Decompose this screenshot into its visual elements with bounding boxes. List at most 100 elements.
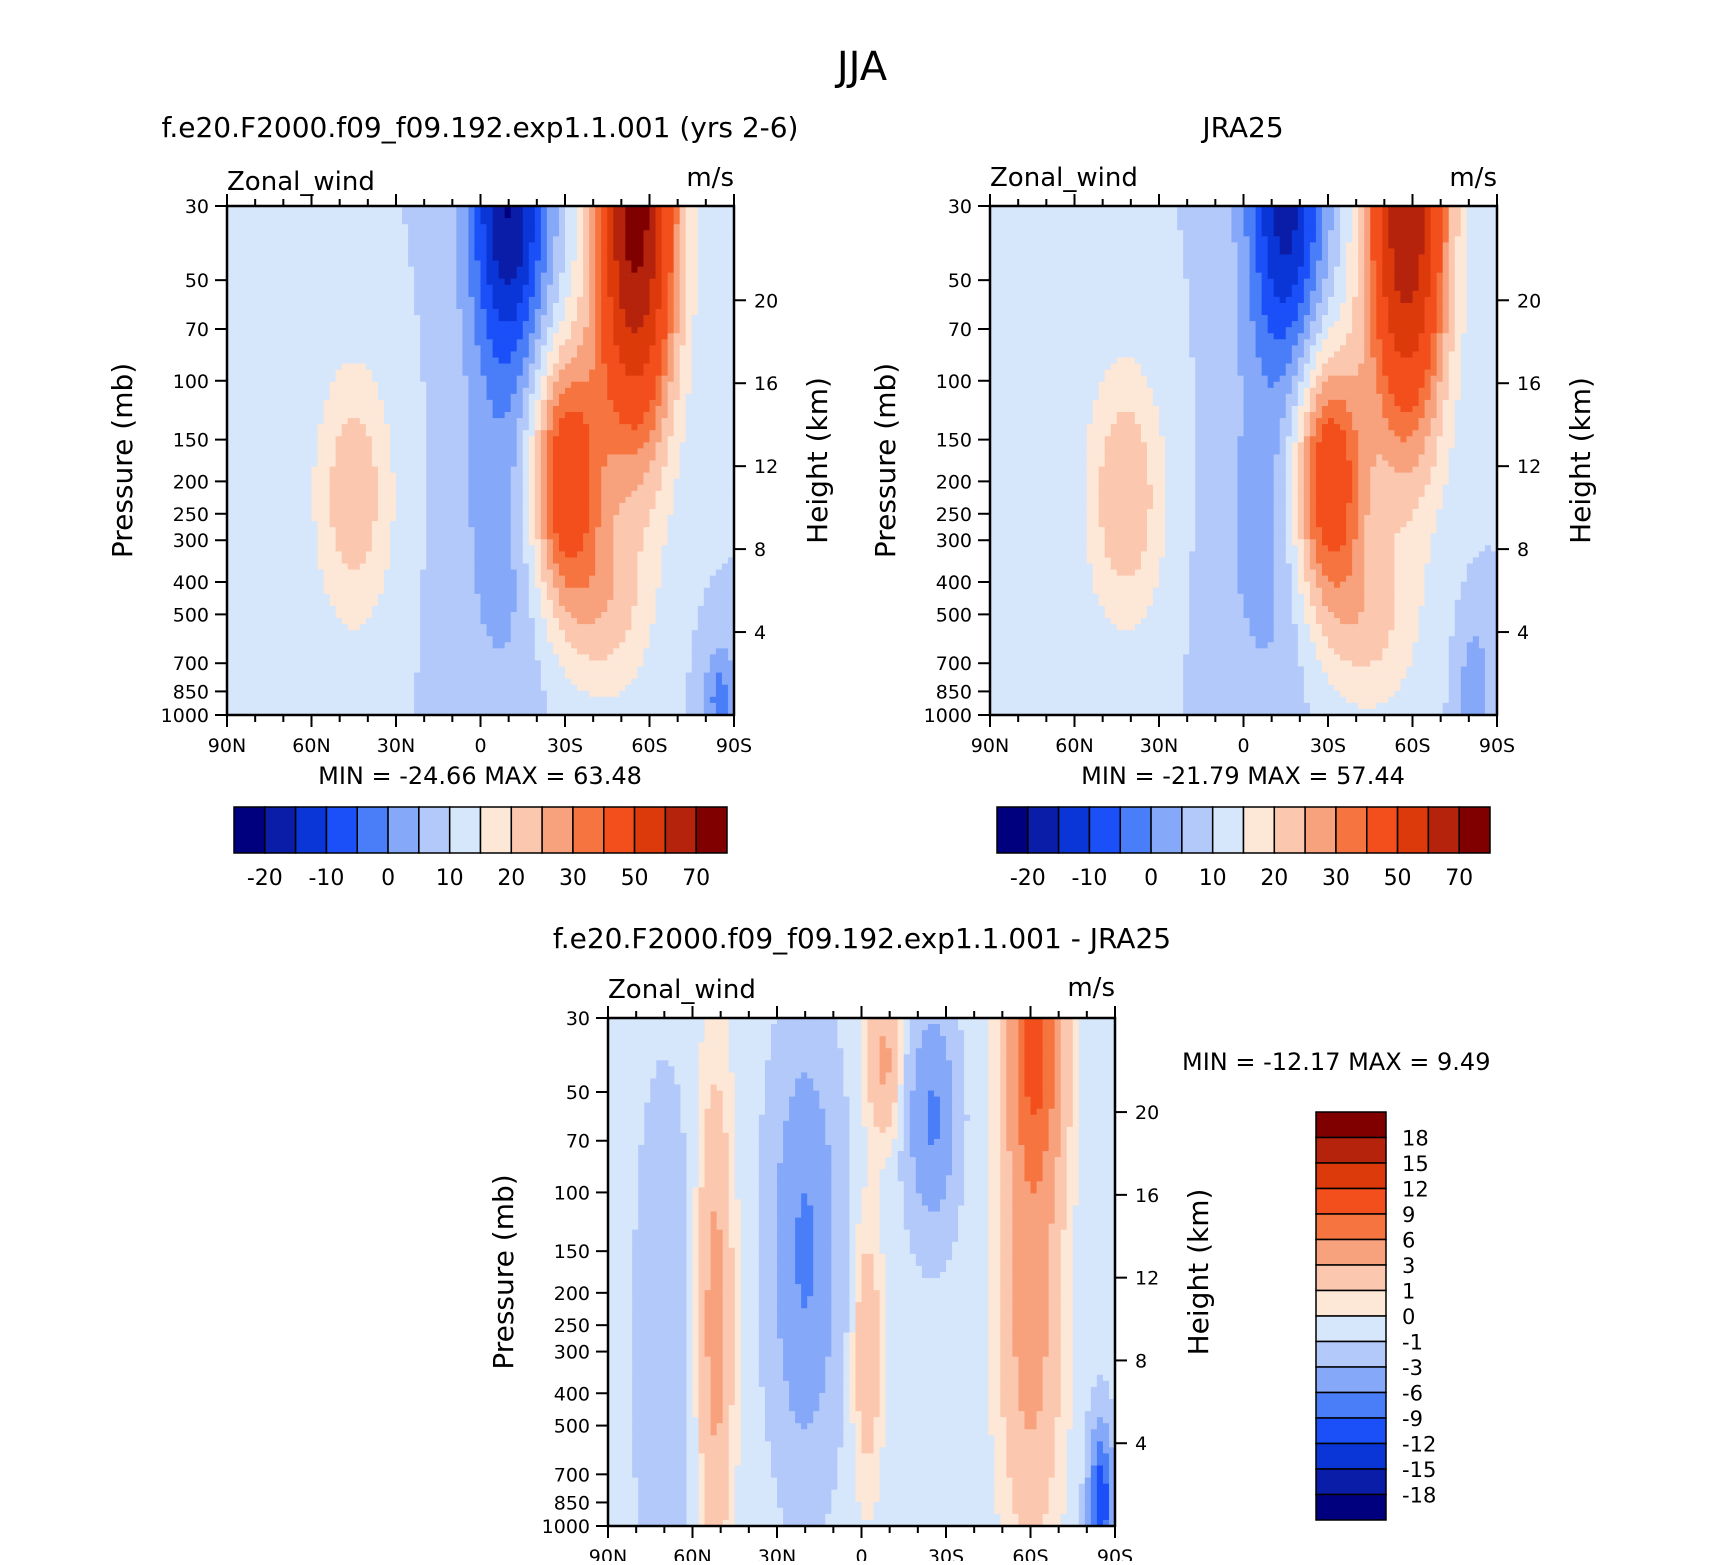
field-cell [239, 254, 246, 262]
field-cell [643, 290, 651, 298]
field-cell [233, 490, 240, 498]
field-cell [516, 436, 524, 443]
field-cell [287, 212, 294, 219]
field-cell [685, 466, 693, 474]
field-cell [347, 309, 355, 316]
field-cell [649, 460, 657, 468]
field-cell [486, 472, 494, 480]
field-cell [468, 557, 476, 565]
field-cell [510, 278, 518, 286]
field-cell [631, 460, 639, 468]
field-cell [456, 290, 463, 298]
field-cell [383, 212, 391, 219]
field-cell [540, 508, 548, 516]
field-cell [577, 266, 584, 274]
field-cell [613, 527, 620, 534]
field-cell [492, 381, 500, 389]
field-cell [245, 527, 252, 534]
field-cell [389, 412, 397, 419]
field-cell [389, 551, 397, 559]
field-cell [649, 533, 657, 540]
field-cell [619, 357, 626, 365]
field-cell [492, 533, 500, 540]
field-cell [703, 496, 711, 504]
field-cell [637, 315, 645, 322]
field-cell [233, 466, 240, 474]
field-cell [275, 436, 282, 443]
field-cell [474, 539, 482, 546]
field-cell [703, 315, 711, 322]
field-cell [402, 557, 409, 565]
field-cell [516, 278, 524, 286]
field-cell [263, 309, 270, 316]
field-cell [426, 345, 433, 353]
field-cell [438, 315, 445, 322]
field-cell [474, 302, 482, 310]
field-cell [233, 333, 240, 340]
field-cell [565, 448, 572, 456]
field-cell [383, 551, 391, 559]
field-cell [558, 333, 566, 340]
field-cell [492, 412, 500, 419]
field-cell [329, 533, 337, 540]
field-cell [540, 551, 548, 559]
field-cell [721, 502, 729, 510]
field-cell [371, 557, 379, 565]
field-cell [721, 272, 729, 280]
field-cell [257, 399, 264, 407]
field-cell [456, 533, 463, 540]
field-cell [721, 236, 729, 243]
field-cell [685, 230, 693, 237]
field-cell [552, 424, 560, 431]
field-cell [239, 236, 246, 243]
field-cell [721, 472, 729, 480]
field-cell [396, 418, 403, 425]
field-cell [546, 339, 554, 346]
field-cell [468, 260, 476, 268]
field-cell [317, 302, 325, 310]
field-cell [565, 278, 572, 286]
field-cell [649, 218, 657, 225]
field-cell [667, 387, 675, 395]
field-cell [371, 315, 379, 322]
field-cell [546, 278, 554, 286]
field-cell [510, 212, 518, 219]
field-cell [257, 236, 264, 243]
field-cell [516, 557, 524, 565]
field-cell [516, 284, 524, 292]
field-cell [281, 424, 288, 431]
field-cell [365, 563, 373, 571]
panel-model: f.e20.F2000.f09_f09.192.exp1.1.001 (yrs … [106, 111, 834, 891]
field-cell [474, 490, 482, 498]
field-cell [679, 230, 687, 237]
field-cell [311, 315, 319, 322]
field-cell [275, 375, 282, 383]
field-cell [643, 393, 651, 401]
field-cell [703, 508, 711, 516]
field-cell [546, 212, 554, 219]
field-cell [480, 266, 488, 274]
field-cell [619, 284, 626, 292]
field-cell [619, 248, 626, 256]
field-cell [649, 418, 657, 425]
field-cell [438, 369, 445, 377]
field-cell [510, 436, 518, 443]
field-cell [607, 454, 614, 462]
field-cell [504, 545, 512, 552]
field-cell [263, 405, 270, 413]
field-cell [227, 284, 234, 292]
field-cell [607, 284, 614, 292]
field-cell [595, 418, 602, 425]
field-cell [601, 454, 608, 462]
field-cell [263, 436, 270, 443]
field-cell [715, 502, 723, 510]
field-cell [558, 539, 566, 546]
field-cell [239, 412, 246, 419]
field-cell [269, 375, 276, 383]
field-cell [275, 278, 282, 286]
field-cell [396, 484, 403, 492]
field-cell [341, 454, 349, 462]
field-cell [577, 412, 584, 419]
field-cell [341, 387, 349, 395]
field-cell [522, 351, 530, 359]
